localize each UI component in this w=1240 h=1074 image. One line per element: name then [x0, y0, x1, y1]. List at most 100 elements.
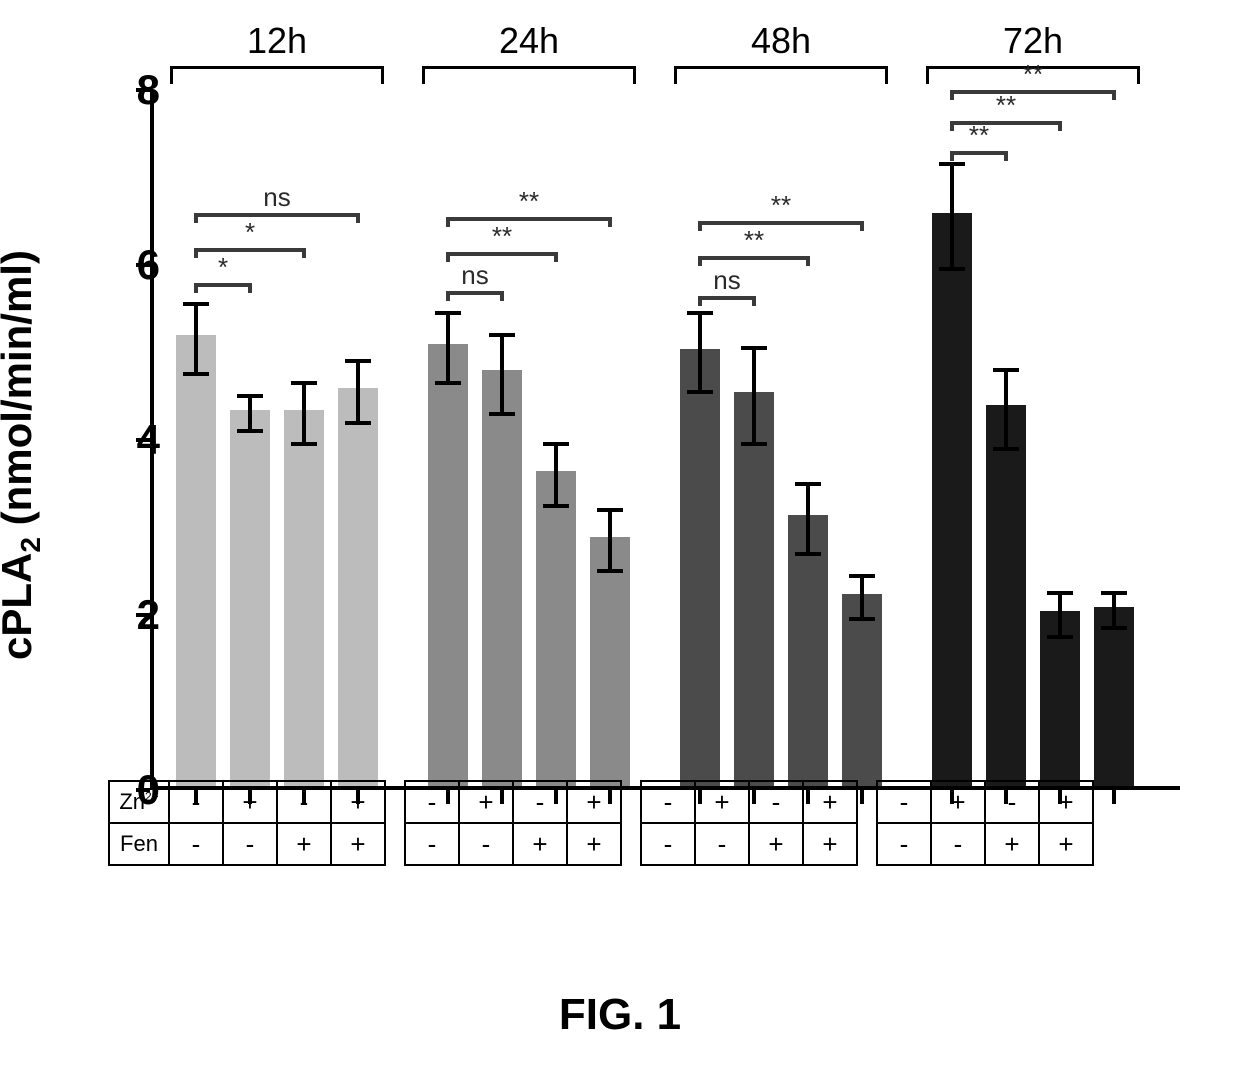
condition-cell: -: [695, 823, 749, 865]
significance-label: **: [996, 90, 1016, 121]
condition-row-header: Zn2+: [109, 781, 169, 823]
error-cap: [183, 372, 209, 376]
condition-cell: -: [877, 781, 931, 823]
significance-label: **: [744, 225, 764, 256]
significance-tick: [248, 283, 252, 293]
error-cap: [435, 381, 461, 385]
error-bar: [1112, 593, 1116, 628]
significance-tick: [806, 256, 810, 266]
condition-cell: -: [223, 823, 277, 865]
significance-tick: [608, 217, 612, 227]
significance-tick: [554, 252, 558, 262]
y-tick-label: 4: [100, 416, 160, 464]
bar: [842, 594, 882, 787]
error-cap: [1047, 635, 1073, 639]
error-cap: [345, 421, 371, 425]
y-axis-label: cPLA2 (nmol/min/ml): [0, 250, 47, 660]
y-axis-label-tail: (nmol/min/ml): [0, 250, 40, 537]
significance-bar: [700, 256, 808, 260]
bar: [284, 410, 324, 786]
significance-label: *: [245, 217, 255, 248]
error-bar: [806, 484, 810, 554]
condition-row: Fen--++--++--++--++: [109, 823, 1093, 865]
error-bar: [752, 348, 756, 444]
significance-bar: [700, 221, 862, 225]
error-cap: [939, 162, 965, 166]
error-bar: [446, 313, 450, 383]
significance-bar: [196, 213, 358, 217]
significance-bar: [952, 90, 1114, 94]
error-cap: [489, 333, 515, 337]
group-bracket: [170, 66, 384, 84]
significance-tick: [698, 256, 702, 266]
group-label: 12h: [237, 20, 317, 62]
significance-tick: [446, 291, 450, 301]
error-cap: [795, 482, 821, 486]
significance-label: **: [1023, 59, 1043, 90]
bar: [536, 471, 576, 786]
error-cap: [291, 442, 317, 446]
error-cap: [939, 267, 965, 271]
significance-bar: [952, 121, 1060, 125]
significance-label: ns: [713, 265, 740, 296]
error-cap: [345, 359, 371, 363]
y-tick-label: 2: [100, 591, 160, 639]
bar: [986, 405, 1026, 786]
bar: [1094, 607, 1134, 786]
error-cap: [237, 429, 263, 433]
figure: 12h24h48h72h cPLA2 (nmol/min/ml) **nsns*…: [40, 20, 1200, 820]
error-bar: [248, 396, 252, 431]
error-cap: [993, 447, 1019, 451]
significance-bar: [196, 283, 250, 287]
significance-tick: [194, 248, 198, 258]
error-cap: [1101, 626, 1127, 630]
condition-cell: +: [567, 781, 621, 823]
group-label: 48h: [741, 20, 821, 62]
bar: [734, 392, 774, 786]
condition-cell: +: [331, 781, 385, 823]
significance-label: **: [492, 221, 512, 252]
error-cap: [237, 394, 263, 398]
y-axis-label-sub: 2: [15, 537, 46, 553]
error-bar: [356, 361, 360, 422]
condition-cell: +: [513, 823, 567, 865]
significance-tick: [1004, 151, 1008, 161]
condition-cell: +: [749, 823, 803, 865]
condition-cell: -: [405, 823, 459, 865]
condition-cell: +: [695, 781, 749, 823]
bar: [338, 388, 378, 786]
error-bar: [500, 335, 504, 414]
bar: [680, 349, 720, 787]
condition-cell: -: [641, 823, 695, 865]
x-tick: [1112, 790, 1116, 804]
error-cap: [687, 311, 713, 315]
significance-tick: [860, 221, 864, 231]
condition-cell: -: [513, 781, 567, 823]
condition-cell: -: [641, 781, 695, 823]
condition-cell: +: [931, 781, 985, 823]
error-cap: [1047, 591, 1073, 595]
error-cap: [993, 368, 1019, 372]
condition-table: Zn2+-+-+-+-+-+-+-+-+Fen--++--++--++--++: [108, 780, 1094, 866]
error-cap: [1101, 591, 1127, 595]
bar: [230, 410, 270, 786]
group-bracket: [674, 66, 888, 84]
significance-tick: [446, 217, 450, 227]
significance-tick: [302, 248, 306, 258]
condition-cell: -: [169, 781, 223, 823]
condition-cell: +: [1039, 823, 1093, 865]
significance-bar: [448, 252, 556, 256]
error-bar: [698, 313, 702, 392]
error-bar: [860, 576, 864, 620]
y-axis-label-main: cPLA: [0, 553, 40, 660]
error-bar: [1004, 370, 1008, 449]
condition-cell: +: [567, 823, 621, 865]
error-bar: [608, 510, 612, 571]
significance-bar: [700, 296, 754, 300]
error-cap: [435, 311, 461, 315]
condition-cell: +: [803, 823, 857, 865]
condition-gap: [621, 823, 641, 865]
group-label: 24h: [489, 20, 569, 62]
significance-tick: [698, 221, 702, 231]
condition-gap: [385, 823, 405, 865]
